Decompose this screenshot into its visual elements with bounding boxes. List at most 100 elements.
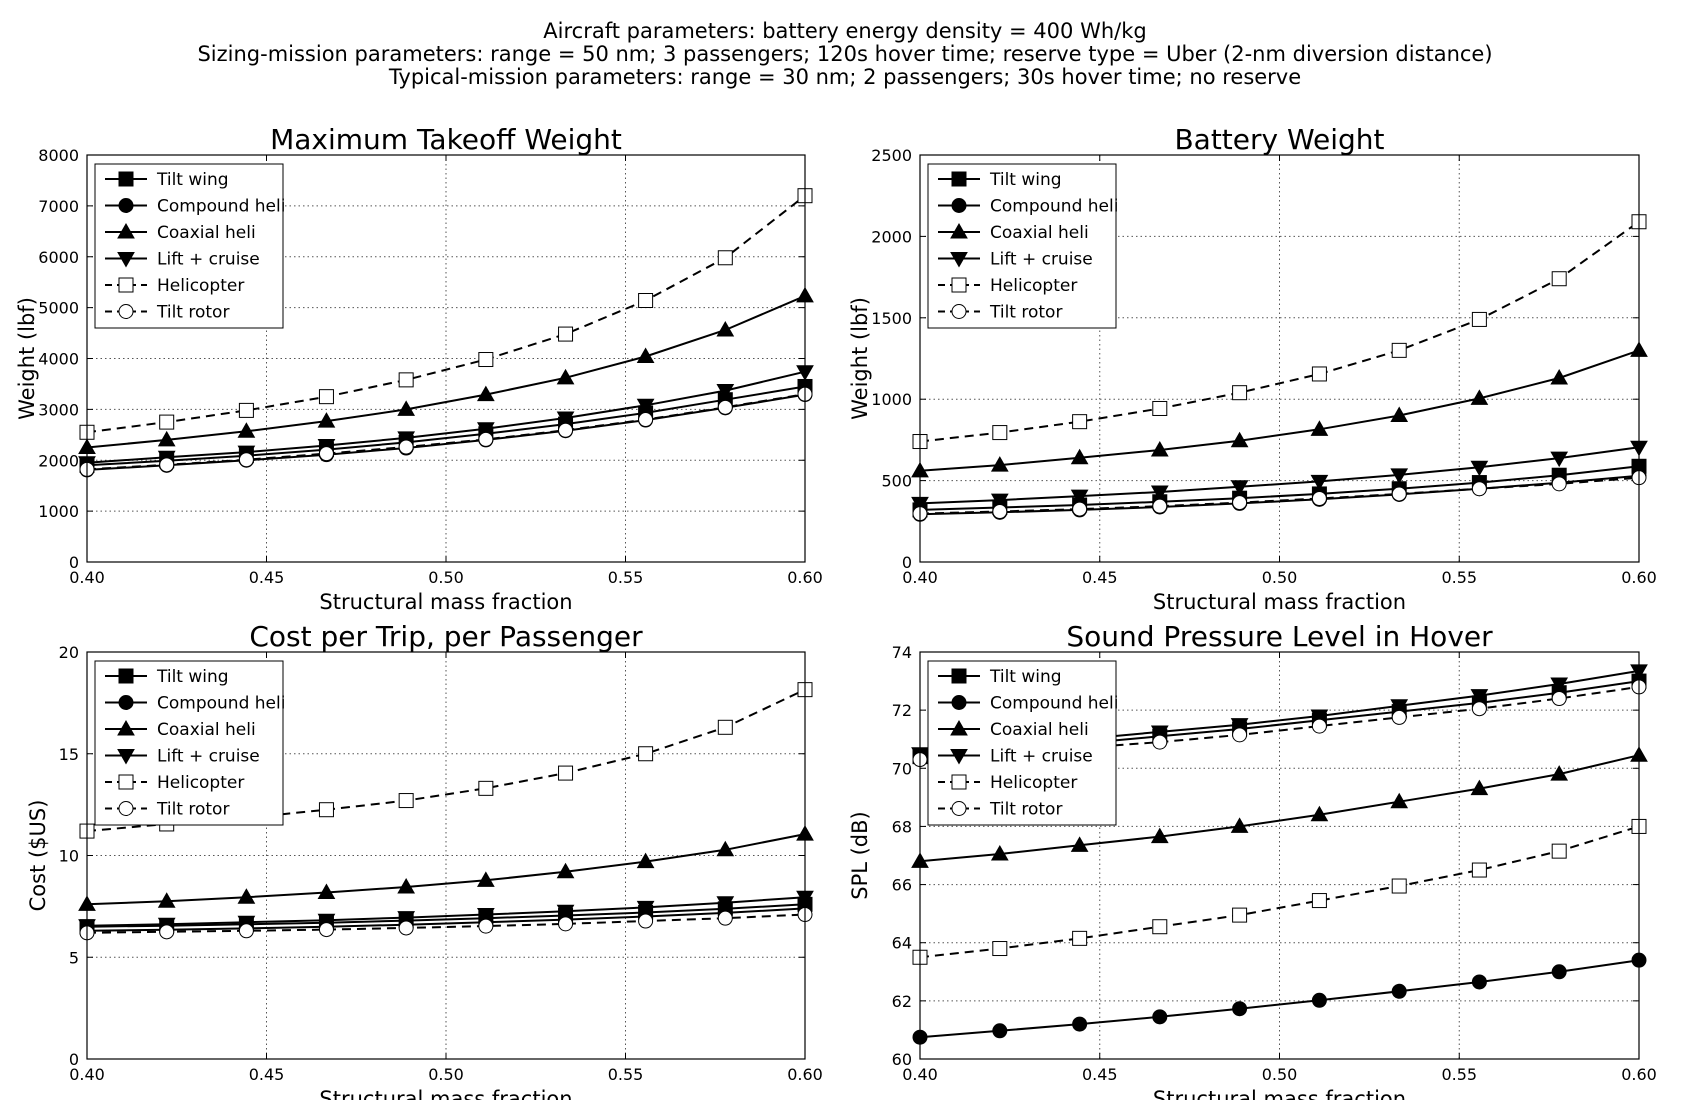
- chart-0-legend-marker-1: [118, 198, 134, 213]
- header-line-1: Aircraft parameters: battery energy dens…: [543, 19, 1146, 43]
- chart-3-series-3-point: [1230, 718, 1249, 734]
- chart-2-legend-box: [94, 660, 284, 826]
- chart-0-series-0-line: [86, 385, 806, 467]
- chart-2-series-5-point: [717, 910, 733, 926]
- chart-0-title: Maximum Takeoff Weight: [270, 123, 622, 156]
- chart-3-series-3-point: [1310, 709, 1329, 725]
- chart-2-legend-marker-1: [118, 695, 134, 710]
- chart-1: 0.40 0.45 0.50 0.55 0.60 0 500 1000 1500 2000 2500…: [848, 123, 1657, 614]
- chart-0-legend-box: [94, 163, 284, 329]
- chart-3-legend-label-0: Tilt wing: [989, 667, 1062, 687]
- chart-0-x-axis-label: Structural mass fraction: [319, 590, 572, 614]
- chart-3-legend-label-5: Tilt rotor: [989, 800, 1062, 820]
- chart-3-series-1-point: [1551, 964, 1567, 980]
- chart-0-y-tick-label: 7000: [38, 197, 79, 216]
- chart-3-legend-marker-5: [951, 801, 967, 816]
- chart-0-series-4-point: [478, 352, 494, 368]
- chart-0-x-tick-label: 0.40: [69, 568, 105, 587]
- chart-1-series-3-point: [1550, 451, 1569, 468]
- chart-1-series-4-point: [1391, 342, 1407, 358]
- chart-0-y-tick-label: 2000: [38, 451, 79, 470]
- chart-panels: 0.40 0.45 0.50 0.55 0.6001000200030004000500…: [15, 123, 1657, 1100]
- chart-2-series-2-point: [716, 840, 735, 857]
- chart-0-legend-marker-0: [118, 171, 134, 187]
- chart-3-x-tick-label: 0.45: [1082, 1065, 1118, 1084]
- chart-1-x-tick-label: 0.55: [1441, 568, 1477, 587]
- chart-1-series-4-point: [1232, 385, 1248, 401]
- chart-2-x-tick-label: 0.55: [608, 1065, 644, 1084]
- chart-3-series-1-point: [1152, 1009, 1168, 1025]
- chart-0-legend-label-5: Tilt rotor: [156, 303, 229, 323]
- chart-0-x-tick-label: 0.55: [608, 568, 644, 587]
- chart-1-series-3-point: [1310, 474, 1329, 491]
- chart-3-series-1-point: [992, 1023, 1008, 1039]
- chart-1-legend-label-3: Lift + cruise: [990, 250, 1093, 270]
- chart-0-frame: [86, 154, 806, 563]
- chart-1-legend: Tilt wing Compound heli Coaxial heli Lift +…: [927, 163, 1118, 329]
- chart-1-y-tick-label: 1500: [871, 309, 912, 328]
- chart-0-series-2-point: [157, 430, 176, 447]
- chart-2-series-3-point: [317, 913, 336, 930]
- chart-1-series-5-point: [1551, 476, 1567, 492]
- chart-1-series-5-point: [992, 504, 1008, 520]
- chart-1-series-3-point: [1390, 468, 1409, 484]
- chart-3-series-3-point: [1550, 677, 1569, 693]
- chart-1-frame: [919, 154, 1640, 563]
- chart-0: 0.40 0.45 0.50 0.55 0.60 0 1000 2000 3000 4000 500…: [15, 123, 823, 614]
- header-line-2: Sizing-mission parameters: range = 50 nm…: [197, 42, 1492, 66]
- chart-2-legend-label-2: Coaxial heli: [157, 720, 256, 740]
- chart-3-legend-marker-3: [950, 749, 968, 765]
- chart-3-series-4-point: [1072, 930, 1088, 946]
- chart-1-legend-box: [927, 163, 1117, 329]
- chart-1-series-2-point: [1470, 389, 1489, 405]
- chart-0-y-tick-label: 0: [69, 553, 79, 572]
- chart-1-legend-label-5: Tilt rotor: [989, 303, 1062, 323]
- chart-1-series-4-point: [1551, 271, 1567, 287]
- chart-2-legend: Tilt wing Compound heli Coaxial heli Lift +…: [94, 660, 285, 826]
- chart-2-series-4-point: [318, 802, 334, 818]
- chart-0-legend-label-1: Compound heli: [157, 197, 285, 217]
- chart-3-legend-label-3: Lift + cruise: [990, 747, 1093, 767]
- chart-1-series-4-point: [992, 425, 1008, 441]
- chart-1-x-tick-label: 0.45: [1082, 568, 1118, 587]
- chart-3-series-4-point: [1391, 878, 1407, 894]
- chart-0-series-2-point: [237, 422, 256, 438]
- chart-1-y-tick-label: 0: [902, 553, 912, 572]
- chart-1-legend-marker-2: [950, 222, 968, 239]
- chart-0-series-5-point: [638, 412, 654, 428]
- chart-0-legend-marker-4: [118, 277, 134, 293]
- chart-2-series-3-line: [86, 896, 806, 927]
- chart-0-series-5-point: [478, 431, 494, 447]
- chart-2-x-axis-label: Structural mass fraction: [319, 1087, 572, 1100]
- chart-3-legend-label-4: Helicopter: [990, 773, 1077, 793]
- chart-3-series-5-point: [1311, 718, 1327, 734]
- chart-3-legend-marker-1: [951, 695, 967, 710]
- chart-2-y-tick-label: 20: [59, 643, 79, 662]
- chart-1-x-axis-label: Structural mass fraction: [1153, 590, 1406, 614]
- chart-0-series-4-point: [318, 389, 334, 405]
- chart-2-legend-label-4: Helicopter: [157, 773, 244, 793]
- chart-0-series-4-point: [558, 326, 574, 342]
- chart-1-series-0-line: [919, 465, 1640, 511]
- chart-3-series-4-point: [1551, 843, 1567, 859]
- chart-2-series-5-point: [478, 918, 494, 934]
- chart-2-series-4-point: [398, 793, 414, 809]
- chart-1-series-4-point: [1311, 366, 1327, 382]
- chart-2-series-5-point: [238, 923, 254, 939]
- chart-3-series-2-point: [1470, 779, 1489, 796]
- chart-2-series-0-line: [86, 903, 806, 928]
- chart-3-series-2-point: [1390, 792, 1409, 809]
- chart-3-series-5-point: [1232, 727, 1248, 743]
- chart-0-series-4-point: [398, 372, 414, 388]
- chart-3-legend-marker-0: [951, 668, 967, 684]
- chart-2-series-5-point: [318, 922, 334, 938]
- chart-2-series-2-point: [317, 883, 336, 900]
- chart-2-series-4-point: [478, 780, 494, 796]
- chart-2-x-tick-label: 0.60: [787, 1065, 823, 1084]
- chart-1-series-2-point: [1230, 431, 1249, 448]
- chart-3-y-axis-label: SPL (dB): [848, 811, 872, 900]
- chart-2-series-2-point: [397, 878, 416, 894]
- chart-0-series-2-point: [476, 385, 495, 402]
- chart-0-series-4-point: [638, 293, 654, 309]
- chart-3-legend-box: [927, 660, 1117, 826]
